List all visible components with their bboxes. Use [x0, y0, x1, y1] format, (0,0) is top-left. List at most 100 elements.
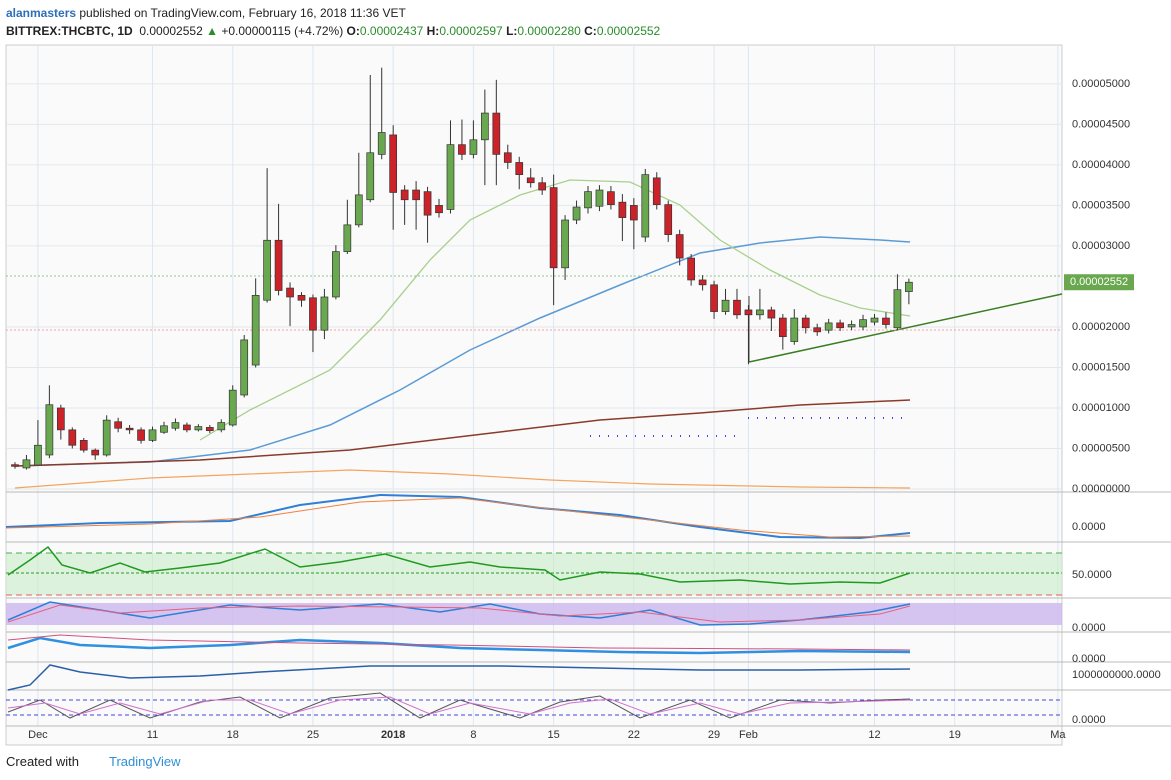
candle-body	[125, 427, 134, 431]
candle-body	[240, 339, 249, 396]
candle-body	[813, 327, 822, 333]
candle-body	[343, 224, 352, 252]
candle-body	[767, 309, 776, 319]
candle-body	[790, 317, 799, 342]
candle-body	[34, 444, 42, 466]
candles	[11, 67, 913, 470]
candle-body	[687, 257, 695, 281]
y-tick-label: 0.00001000	[1072, 402, 1130, 414]
indicator-label: 0.0000	[1072, 653, 1106, 665]
candle-body	[675, 234, 684, 259]
c-label: C:	[584, 24, 597, 38]
candle-body	[458, 144, 466, 155]
candle-body	[836, 322, 844, 329]
candle-body	[492, 112, 501, 155]
footer: Created with TradingView	[6, 754, 181, 769]
x-tick-label: 19	[949, 729, 961, 741]
candle-body	[309, 297, 317, 331]
ma-blue	[14, 236, 911, 467]
y-tick-label: 0.00000500	[1072, 442, 1130, 454]
l: 0.00002280	[517, 24, 581, 38]
o-label: O:	[346, 24, 360, 38]
candle-body	[102, 419, 111, 456]
candle-body	[744, 309, 753, 316]
x-tick-label: 15	[547, 729, 559, 741]
candle-body	[641, 174, 650, 238]
y-tick-label: 0.00004000	[1072, 159, 1130, 171]
c: 0.00002552	[596, 24, 661, 38]
l-label: L:	[506, 24, 518, 38]
candle-body	[274, 239, 283, 291]
chart: 0.00000000 0.00000500 0.00001000 0.00001500…	[5, 44, 1171, 746]
rsi	[7, 545, 911, 585]
stoch-signal	[7, 604, 911, 623]
x-tick-label: 22	[628, 729, 640, 741]
x-tick-label: 18	[227, 729, 239, 741]
candle-body	[160, 425, 168, 433]
candle-body	[114, 421, 122, 429]
macd-signal	[5, 497, 911, 538]
symbol-line: BITTREX:THCBTC, 1D 0.00002552 ▲ +0.00000…	[6, 21, 660, 41]
y-tick-label: 0.00003000	[1072, 240, 1130, 252]
candle-body	[423, 191, 432, 216]
candle-body	[721, 299, 730, 312]
axes: 0.00000000 0.00000500 0.00001000 0.00001500…	[28, 78, 1161, 741]
candle-body	[377, 132, 386, 155]
candle-body	[595, 189, 604, 207]
candle-body	[194, 426, 203, 431]
candle-body	[389, 134, 398, 193]
candle-body	[824, 322, 833, 331]
candle-body	[263, 239, 271, 301]
candle-body	[698, 279, 707, 286]
candle-body	[618, 201, 627, 218]
x-tick-label: 29	[708, 729, 720, 741]
candle-body	[710, 284, 718, 312]
author[interactable]: alanmasters	[6, 6, 77, 20]
candle-body	[893, 289, 902, 329]
y-tick-label: 0.00003500	[1072, 199, 1130, 211]
trend-line	[748, 293, 1063, 363]
candle-body	[778, 317, 787, 338]
candle-body	[607, 191, 615, 205]
candle-body	[183, 424, 191, 431]
last: 0.00002552	[139, 24, 203, 38]
y-tick-label: 0.00005000	[1072, 78, 1130, 90]
candle-body	[332, 251, 340, 298]
candle-body	[584, 191, 592, 209]
candle-body	[446, 144, 455, 210]
candle-body	[412, 189, 420, 201]
candle-body	[652, 177, 661, 205]
candle-body	[320, 296, 329, 331]
candle-body	[11, 464, 19, 467]
osc-2	[7, 634, 911, 651]
x-tick-label: 11	[147, 729, 158, 741]
ma-green	[199, 179, 911, 441]
x-tick-label: Dec	[28, 729, 48, 741]
candle-body	[572, 206, 581, 221]
y-tick-label: 0.00002000	[1072, 321, 1130, 333]
candle-body	[366, 152, 375, 201]
candle-body	[503, 152, 512, 163]
indicator-label: 1000000000.0000	[1072, 669, 1161, 681]
candle-body	[515, 162, 524, 175]
brand[interactable]: TradingView	[108, 754, 181, 769]
indicator-label: 0.0000	[1072, 714, 1106, 726]
candle-body	[664, 204, 673, 235]
indicator-label: 50.0000	[1072, 569, 1112, 581]
candle-body	[847, 324, 856, 328]
symbol: BITTREX:THCBTC, 1D	[6, 24, 133, 38]
x-tick-label: Ma	[1050, 729, 1066, 741]
candle-body	[859, 319, 867, 328]
candle-body	[148, 429, 157, 441]
header: alanmasters published on TradingView.com…	[6, 3, 660, 41]
x-tick-label: 2018	[381, 729, 405, 741]
volume-ma	[14, 469, 911, 489]
candle-body	[22, 459, 31, 469]
candle-body	[756, 309, 764, 316]
created: Created with	[6, 754, 79, 769]
x-tick-label: 12	[868, 729, 880, 741]
candle-body	[870, 317, 879, 323]
stoch	[7, 601, 911, 626]
cycle-signal	[7, 696, 911, 715]
